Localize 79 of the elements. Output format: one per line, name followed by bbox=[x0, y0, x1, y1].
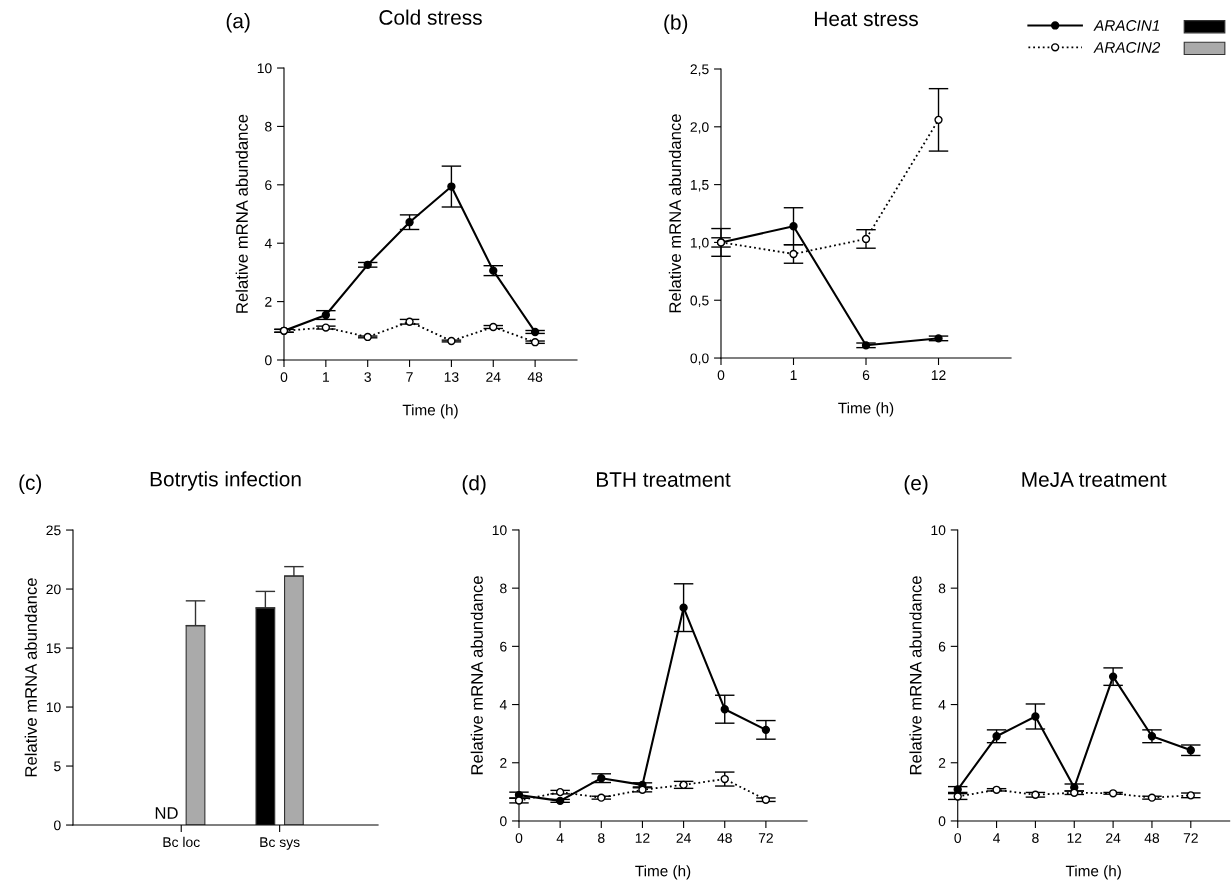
y-tick-label: 0 bbox=[938, 816, 946, 827]
chart-title: MeJA treatment bbox=[1022, 472, 1167, 487]
y-axis-title: Relative mRNA abundance bbox=[470, 576, 483, 775]
x-tick-label: 48 bbox=[717, 833, 732, 843]
x-axis-title: Time (h) bbox=[635, 865, 691, 880]
x-tick-label: 1 bbox=[790, 370, 797, 380]
y-tick-label: 10 bbox=[46, 702, 61, 713]
y-tick-label: 10 bbox=[492, 525, 507, 536]
y-tick-label: 5 bbox=[54, 761, 61, 772]
x-tick-label: 12 bbox=[931, 370, 946, 380]
y-tick-label: 15 bbox=[46, 643, 61, 654]
x-tick-label: 4 bbox=[556, 833, 564, 843]
y-tick-label: 4 bbox=[938, 700, 946, 710]
y-tick-label: 0,0 bbox=[690, 353, 709, 365]
x-tick-label: 3 bbox=[364, 372, 371, 382]
x-axis-title: Time (h) bbox=[838, 402, 894, 417]
x-tick-label: 1 bbox=[323, 372, 330, 382]
x-tick-label: 4 bbox=[993, 833, 1001, 843]
x-tick-label: 0 bbox=[280, 372, 288, 382]
text: (c) bbox=[19, 474, 42, 495]
x-tick-label: 72 bbox=[1183, 833, 1198, 843]
x-tick-label: 12 bbox=[1067, 833, 1082, 843]
x-tick-label: 72 bbox=[758, 833, 773, 843]
y-tick-label: 10 bbox=[931, 525, 946, 536]
y-tick-label: 8 bbox=[500, 583, 507, 594]
x-tick-label: 48 bbox=[1144, 833, 1160, 843]
y-tick-label: 2 bbox=[265, 296, 272, 307]
y-tick-label: 6 bbox=[500, 641, 507, 652]
x-tick-label: 0 bbox=[515, 833, 523, 843]
x-tick-label: 6 bbox=[862, 370, 870, 381]
y-tick-label: 6 bbox=[265, 180, 272, 190]
legend-label: ARACIN2 bbox=[1093, 42, 1161, 53]
y-tick-label: 2,5 bbox=[690, 64, 709, 76]
text: (b) bbox=[664, 14, 688, 34]
y-axis-title: Relative mRNA abundance bbox=[235, 114, 248, 313]
x-tick-label: 24 bbox=[676, 833, 691, 843]
x-tick-label: 12 bbox=[635, 833, 650, 843]
y-tick-label: 4 bbox=[499, 700, 507, 710]
chart-title: Cold stress bbox=[379, 9, 482, 25]
x-axis-title: Time (h) bbox=[402, 404, 458, 419]
y-tick-label: 8 bbox=[938, 583, 946, 594]
y-tick-label: 0 bbox=[54, 820, 61, 831]
y-axis-title: Relative mRNA abundance bbox=[909, 576, 922, 775]
text: (d) bbox=[462, 475, 486, 495]
y-tick-label: 1,5 bbox=[690, 180, 709, 192]
y-tick-label: 0 bbox=[500, 816, 507, 827]
legend-label: ARACIN1 bbox=[1093, 20, 1160, 31]
y-tick-label: 0 bbox=[265, 355, 272, 366]
annotation: ND bbox=[155, 807, 178, 819]
y-tick-label: 25 bbox=[46, 525, 61, 536]
x-tick-label: 7 bbox=[406, 372, 413, 382]
y-tick-label: 6 bbox=[938, 641, 946, 652]
x-tick-label: 24 bbox=[486, 372, 501, 382]
text: (e) bbox=[904, 475, 928, 495]
y-tick-label: 10 bbox=[257, 63, 272, 74]
chart-title: Heat stress bbox=[815, 11, 918, 27]
x-tick-label: 0 bbox=[954, 833, 962, 843]
y-tick-label: 2 bbox=[500, 758, 507, 768]
y-axis-title: Relative mRNA abundance bbox=[24, 578, 37, 777]
x-tick-label: Bc loc bbox=[163, 836, 200, 848]
y-tick-label: 20 bbox=[46, 584, 61, 595]
x-tick-label: 8 bbox=[1032, 833, 1039, 843]
x-tick-label: 24 bbox=[1106, 833, 1121, 843]
y-axis-title: Relative mRNA abundance bbox=[668, 114, 682, 313]
y-tick-label: 4 bbox=[264, 238, 272, 249]
y-tick-label: 1,0 bbox=[690, 237, 709, 250]
text: (a) bbox=[226, 13, 250, 33]
x-tick-label: 0 bbox=[717, 370, 725, 381]
chart-title: Botrytis infection bbox=[150, 471, 301, 491]
y-tick-label: 8 bbox=[265, 121, 272, 132]
y-tick-label: 2,0 bbox=[690, 122, 709, 134]
x-tick-label: Bc sys bbox=[260, 837, 300, 850]
chart-title: BTH treatment bbox=[597, 472, 731, 487]
x-tick-label: 48 bbox=[527, 372, 543, 382]
x-tick-label: 13 bbox=[444, 372, 459, 382]
x-axis-title: Time (h) bbox=[1065, 865, 1121, 880]
x-tick-label: 8 bbox=[598, 833, 605, 843]
y-tick-label: 2 bbox=[938, 758, 946, 768]
y-tick-label: 0,5 bbox=[690, 295, 709, 308]
